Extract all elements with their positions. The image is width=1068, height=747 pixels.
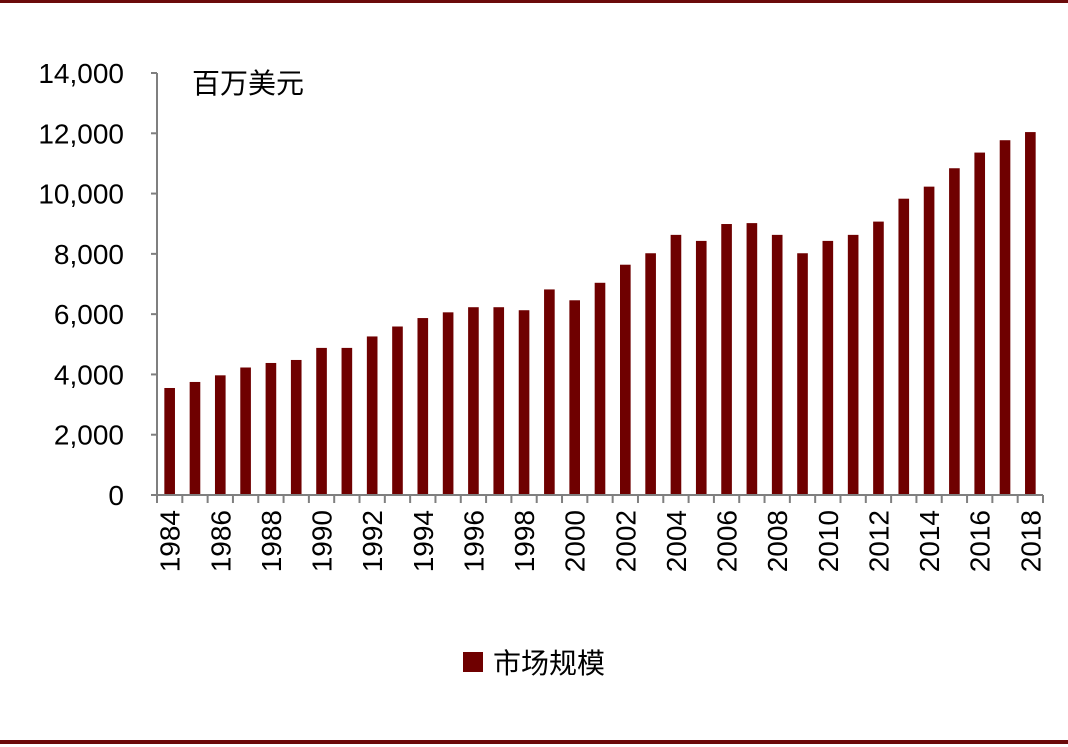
x-tick-label: 2002 bbox=[610, 510, 641, 572]
legend-label: 市场规模 bbox=[493, 647, 606, 680]
y-tick-label: 0 bbox=[108, 480, 124, 511]
bar-2008 bbox=[771, 234, 783, 495]
top-rule bbox=[0, 0, 1068, 3]
bar-1999 bbox=[544, 289, 555, 495]
bottom-rule bbox=[0, 740, 1068, 744]
y-tick-label: 12,000 bbox=[38, 118, 124, 149]
x-tick-label: 2014 bbox=[914, 510, 945, 572]
bar-2015 bbox=[949, 168, 960, 495]
x-tick-label: 1998 bbox=[509, 510, 540, 572]
y-tick-label: 14,000 bbox=[38, 58, 124, 89]
bar-2006 bbox=[721, 224, 732, 495]
bar-1998 bbox=[518, 310, 530, 495]
bar-2016 bbox=[974, 152, 986, 495]
x-tick-label: 2012 bbox=[863, 510, 894, 572]
x-tick-label: 1994 bbox=[408, 510, 439, 572]
x-tick-label: 2016 bbox=[965, 510, 996, 572]
bar-1987 bbox=[240, 367, 251, 495]
bar-1997 bbox=[493, 307, 505, 495]
bar-2018 bbox=[1025, 132, 1036, 495]
x-axis-ticks: 1984 1986 1988 1990 1992 1994 1996 1998 2000 2002… bbox=[155, 495, 1046, 572]
bar-1993 bbox=[392, 326, 403, 495]
x-tick-label: 2018 bbox=[1015, 510, 1046, 572]
x-tick-label: 2010 bbox=[813, 510, 844, 572]
bar-1992 bbox=[366, 336, 378, 495]
bar-2012 bbox=[873, 221, 884, 495]
x-tick-label: 2004 bbox=[661, 510, 692, 572]
unit-label: 百万美元 bbox=[192, 67, 304, 100]
bar-2011 bbox=[847, 234, 859, 495]
legend-swatch bbox=[463, 652, 483, 672]
x-tick-label: 2008 bbox=[762, 510, 793, 572]
bar-2003 bbox=[645, 253, 656, 495]
bar-1989 bbox=[290, 359, 302, 495]
bar-1995 bbox=[442, 312, 454, 495]
x-tick-label: 1986 bbox=[205, 510, 236, 572]
bar-1994 bbox=[417, 318, 429, 495]
y-tick-label: 8,000 bbox=[54, 239, 124, 270]
y-tick-label: 10,000 bbox=[38, 179, 124, 210]
bar-2017 bbox=[999, 140, 1011, 495]
x-tick-label: 2000 bbox=[560, 510, 591, 572]
bar-2013 bbox=[898, 198, 910, 495]
bar-1984 bbox=[164, 387, 175, 495]
y-tick-label: 4,000 bbox=[54, 359, 124, 390]
bar-1996 bbox=[468, 307, 479, 495]
bar-2009 bbox=[797, 253, 808, 495]
x-tick-label: 1984 bbox=[155, 510, 186, 572]
x-tick-label: 1988 bbox=[256, 510, 287, 572]
bar-2002 bbox=[620, 264, 631, 495]
x-tick-label: 1996 bbox=[458, 510, 489, 572]
bar-2007 bbox=[746, 223, 758, 496]
x-tick-label: 1992 bbox=[357, 510, 388, 572]
legend: 市场规模 bbox=[463, 642, 605, 682]
bar-2004 bbox=[670, 234, 682, 495]
bar-1985 bbox=[189, 381, 201, 495]
y-tick-label: 2,000 bbox=[54, 420, 124, 451]
bar-1990 bbox=[316, 347, 327, 495]
x-tick-label: 2006 bbox=[712, 510, 743, 572]
y-tick-label: 6,000 bbox=[54, 299, 124, 330]
y-axis-ticks: 0 2,000 4,000 6,000 8,000 10,000 12,000 14,000 bbox=[38, 58, 157, 511]
bar-1986 bbox=[214, 375, 226, 495]
x-tick-label: 1990 bbox=[307, 510, 338, 572]
bar-2010 bbox=[822, 240, 834, 495]
bar-series bbox=[164, 132, 1036, 496]
bar-2014 bbox=[923, 186, 935, 495]
bar-1988 bbox=[265, 362, 277, 495]
bar-2005 bbox=[695, 240, 707, 495]
bar-2001 bbox=[594, 282, 606, 495]
bar-2000 bbox=[569, 300, 580, 495]
bar-1991 bbox=[341, 347, 353, 495]
